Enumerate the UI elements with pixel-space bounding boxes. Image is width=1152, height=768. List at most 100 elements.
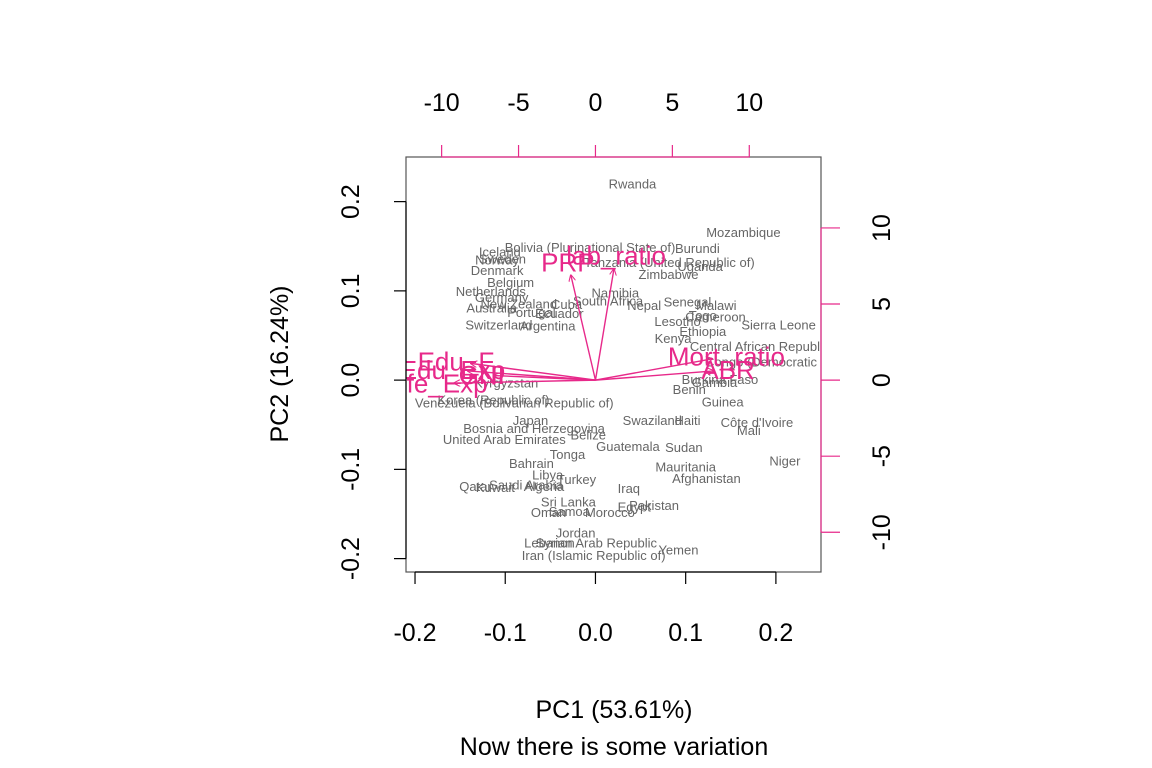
country-label: Mozambique xyxy=(706,225,780,240)
country-label: Burundi xyxy=(675,241,720,256)
loading-label: Life_Exp xyxy=(386,369,487,399)
country-label: Burkina Faso xyxy=(682,372,759,387)
country-label: Netherlands xyxy=(456,284,527,299)
country-label: Iran (Islamic Republic of) xyxy=(522,548,666,563)
country-label: Afghanistan xyxy=(672,471,741,486)
y-tick-label: 0.1 xyxy=(337,273,365,308)
country-label: Central African Republic xyxy=(690,339,830,354)
country-label: Saudi Arabia xyxy=(489,477,563,492)
loading-arrow xyxy=(594,269,613,381)
right-tick-label: -10 xyxy=(868,514,896,550)
country-label: Sudan xyxy=(665,440,703,455)
top-tick-label: -5 xyxy=(507,89,529,117)
country-label: Egypt xyxy=(618,500,652,515)
loading-label: ABR xyxy=(701,355,754,385)
country-label: Yemen xyxy=(658,543,698,558)
x-tick-label: 0.0 xyxy=(578,619,613,647)
country-label: Cuba xyxy=(551,297,583,312)
country-label: Denmark xyxy=(471,263,524,278)
country-label: New Zealand xyxy=(480,296,557,311)
y-tick-label: 0.2 xyxy=(337,184,365,219)
country-label: Germany xyxy=(475,290,529,305)
country-label: Zimbabwe xyxy=(639,267,699,282)
country-label: Oman xyxy=(531,505,566,520)
country-label: Korea (Republic of) xyxy=(438,393,550,408)
country-label: Swaziland xyxy=(623,413,682,428)
country-label: Guinea xyxy=(702,394,745,409)
country-label: Guatemala xyxy=(596,439,660,454)
loadings-layer: lab_ratioPRPMort_ratioABREdu_FEdu_ExpGNI… xyxy=(386,241,785,399)
top-tick-label: -10 xyxy=(424,89,460,117)
country-label: Iceland xyxy=(479,244,521,259)
x-tick-label: 0.1 xyxy=(668,619,703,647)
y-axis-label: PC2 (16.24%) xyxy=(266,285,294,442)
loading-arrow xyxy=(595,371,713,381)
country-label: Qatar xyxy=(459,479,492,494)
country-label: Ecuador xyxy=(535,306,584,321)
country-label: Congo (Democratic Republic of the) xyxy=(705,354,912,369)
chart-caption: Now there is some variation xyxy=(460,733,768,761)
top-tick-label: 10 xyxy=(735,89,763,117)
loading-arrow xyxy=(494,376,596,381)
country-label: United Arab Emirates xyxy=(443,432,566,447)
country-label: Benin xyxy=(673,382,706,397)
country-label: Bosnia and Herzegovina xyxy=(463,421,605,436)
country-label: Belgium xyxy=(487,275,534,290)
country-label: Nepal xyxy=(627,298,661,313)
country-label: Haiti xyxy=(674,413,700,428)
country-label: Kenya xyxy=(655,331,693,346)
top-tick-label: 0 xyxy=(589,89,603,117)
country-label: Senegal xyxy=(664,294,712,309)
country-label: Gambia xyxy=(692,375,738,390)
country-label: Algeria xyxy=(524,479,565,494)
loading-label: GNI xyxy=(459,360,505,390)
right-tick-label: -5 xyxy=(868,445,896,467)
country-label: Iraq xyxy=(618,481,640,496)
country-label: Lebanon xyxy=(524,535,575,550)
country-label: Tanzania (United Republic of) xyxy=(584,255,755,270)
x-tick-label: 0.2 xyxy=(759,619,794,647)
y-tick-label: -0.1 xyxy=(337,448,365,491)
y-tick-label: -0.2 xyxy=(337,537,365,580)
loading-arrow xyxy=(471,363,596,381)
country-label: Belize xyxy=(571,427,606,442)
y-tick-label: 0.0 xyxy=(337,363,365,398)
country-label: Sweden xyxy=(479,252,526,267)
country-label: Libya xyxy=(532,468,564,483)
country-label: Kyrgyzstan xyxy=(474,376,538,391)
country-label: Samoa xyxy=(549,504,591,519)
country-label: Sri Lanka xyxy=(541,494,597,509)
top-tick-label: 5 xyxy=(665,89,679,117)
country-label: Togo xyxy=(689,308,717,323)
country-label: Switzerland xyxy=(465,318,532,333)
country-label: Sierra Leone xyxy=(741,318,815,333)
country-label: Pakistan xyxy=(629,498,679,513)
right-tick-label: 10 xyxy=(868,214,896,242)
right-tick-label: 5 xyxy=(868,297,896,311)
country-label: Bahrain xyxy=(509,456,554,471)
loading-label: Mort_ratio xyxy=(668,341,785,371)
axes-layer: -0.2 -0.1 0.0 0.1 0.2 -0.2 -0.1 0.0 0.1 0.2 -10 -5 0… xyxy=(337,89,896,647)
country-label: Jordan xyxy=(556,526,596,541)
loading-arrow xyxy=(571,275,597,381)
x-tick-label: -0.1 xyxy=(484,619,527,647)
country-label: Portugal xyxy=(507,305,556,320)
country-label: Venezuela (Bolivarian Republic of) xyxy=(415,395,614,410)
country-label: Niger xyxy=(769,453,801,468)
loading-arrow xyxy=(595,359,712,381)
country-label: Mali xyxy=(737,423,761,438)
country-label: Rwanda xyxy=(609,177,657,192)
country-label: Turkey xyxy=(557,472,597,487)
loading-label: PRP xyxy=(541,248,594,278)
country-label: Tonga xyxy=(550,447,586,462)
country-label: Norway xyxy=(475,253,520,268)
loading-arrow xyxy=(454,379,596,383)
country-label: Côte d'Ivoire xyxy=(721,415,794,430)
x-axis-label: PC1 (53.61%) xyxy=(535,696,692,724)
loading-label: lab_ratio xyxy=(566,241,666,271)
country-label: Namibia xyxy=(591,286,639,301)
country-label: Mauritania xyxy=(655,460,716,475)
right-tick-label: 0 xyxy=(868,373,896,387)
